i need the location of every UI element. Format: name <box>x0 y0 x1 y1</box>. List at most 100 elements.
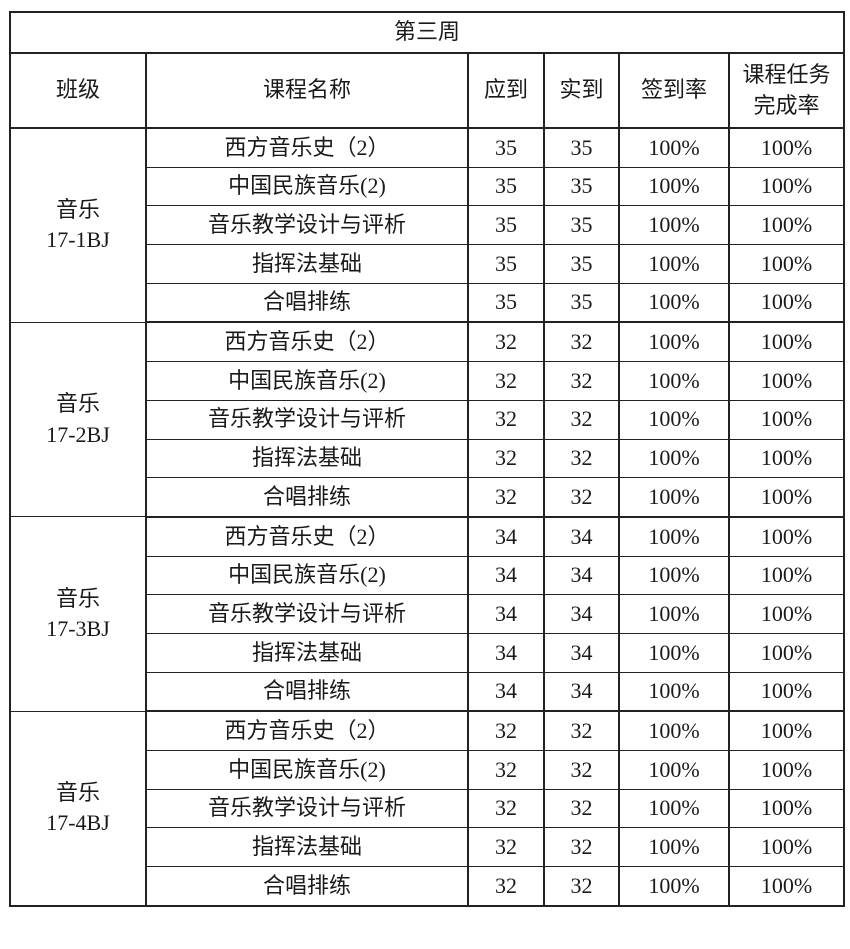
expected-cell: 35 <box>467 127 545 168</box>
task-rate-cell: 100% <box>727 671 846 713</box>
expected-cell: 32 <box>467 321 545 363</box>
task-rate-cell: 100% <box>727 516 846 557</box>
actual-cell: 34 <box>543 671 620 713</box>
signin-rate-cell: 100% <box>618 477 730 518</box>
task-rate-cell: 100% <box>727 399 846 440</box>
course-cell: 音乐教学设计与评析 <box>145 399 469 440</box>
table-title: 第三周 <box>8 11 846 54</box>
signin-rate-cell: 100% <box>618 827 730 868</box>
course-cell: 西方音乐史（2） <box>145 321 469 363</box>
task-rate-cell: 100% <box>727 205 846 246</box>
actual-cell: 34 <box>543 632 620 673</box>
course-cell: 音乐教学设计与评析 <box>145 205 469 246</box>
actual-cell: 34 <box>543 594 620 634</box>
class-cell: 音乐 17-2BJ <box>9 321 147 518</box>
actual-cell: 32 <box>543 361 620 401</box>
signin-rate-cell: 100% <box>618 594 730 634</box>
task-rate-cell: 100% <box>727 361 846 401</box>
course-cell: 指挥法基础 <box>145 632 469 673</box>
expected-cell: 34 <box>467 671 545 713</box>
header-signin-rate: 签到率 <box>618 52 730 129</box>
expected-cell: 32 <box>467 477 545 518</box>
actual-cell: 35 <box>543 127 620 168</box>
course-cell: 西方音乐史（2） <box>145 710 469 752</box>
expected-cell: 32 <box>467 710 545 752</box>
class-code: 17-3BJ <box>46 616 110 642</box>
task-rate-cell: 100% <box>727 282 846 324</box>
actual-cell: 32 <box>543 788 620 829</box>
class-code: 17-4BJ <box>46 810 110 836</box>
class-cell: 音乐 17-4BJ <box>9 710 147 907</box>
table-row: 音乐 17-2BJ 西方音乐史（2） 32 32 100% 100% <box>9 321 846 518</box>
actual-cell: 34 <box>543 555 620 596</box>
task-rate-cell: 100% <box>727 827 846 868</box>
course-cell: 中国民族音乐(2) <box>145 166 469 207</box>
class-cell: 音乐 17-1BJ <box>9 127 147 323</box>
table-title-row: 第三周 <box>8 11 846 54</box>
signin-rate-cell: 100% <box>618 671 730 713</box>
table-row: 音乐教学设计与评析 35 35 100% 100% <box>10 205 846 246</box>
class-cell: 音乐 17-3BJ <box>9 516 147 712</box>
table-row: 中国民族音乐(2) 35 35 100% 100% <box>10 166 846 207</box>
task-rate-cell: 100% <box>727 788 846 829</box>
table-row: 合唱排练 32 32 100% 100% <box>10 477 846 518</box>
header-task-rate-line2: 完成率 <box>753 92 820 118</box>
course-cell: 西方音乐史（2） <box>145 516 469 557</box>
table-row: 指挥法基础 35 35 100% 100% <box>10 244 846 284</box>
expected-cell: 35 <box>467 244 545 284</box>
signin-rate-cell: 100% <box>618 321 730 363</box>
table-row: 音乐 17-4BJ 西方音乐史（2） 32 32 100% 100% <box>9 710 846 907</box>
course-cell: 指挥法基础 <box>145 827 469 868</box>
expected-cell: 32 <box>467 750 545 790</box>
course-cell: 音乐教学设计与评析 <box>145 788 469 829</box>
expected-cell: 32 <box>467 361 545 401</box>
actual-cell: 35 <box>543 282 620 324</box>
signin-rate-cell: 100% <box>618 166 730 207</box>
class-name: 音乐 <box>55 197 100 223</box>
actual-cell: 32 <box>543 710 620 752</box>
course-cell: 合唱排练 <box>145 866 469 907</box>
expected-cell: 34 <box>467 632 545 673</box>
task-rate-cell: 100% <box>727 166 846 207</box>
header-task-rate-line1: 课程任务 <box>742 62 831 88</box>
table-row: 音乐教学设计与评析 34 34 100% 100% <box>10 594 846 634</box>
actual-cell: 32 <box>543 750 620 790</box>
expected-cell: 32 <box>467 866 545 907</box>
course-cell: 音乐教学设计与评析 <box>145 594 469 634</box>
expected-cell: 32 <box>467 399 545 440</box>
table-row: 音乐 17-3BJ 西方音乐史（2） 34 34 100% 100% <box>9 516 846 712</box>
header-expected: 应到 <box>467 52 545 129</box>
signin-rate-cell: 100% <box>618 205 730 246</box>
task-rate-cell: 100% <box>727 710 846 752</box>
actual-cell: 35 <box>543 166 620 207</box>
task-rate-cell: 100% <box>727 477 846 518</box>
actual-cell: 32 <box>543 866 620 907</box>
signin-rate-cell: 100% <box>618 710 730 752</box>
signin-rate-cell: 100% <box>618 632 730 673</box>
signin-rate-cell: 100% <box>618 516 730 557</box>
actual-cell: 32 <box>543 438 620 479</box>
class-code: 17-1BJ <box>46 227 110 253</box>
signin-rate-cell: 100% <box>618 399 730 440</box>
task-rate-cell: 100% <box>727 750 846 790</box>
expected-cell: 34 <box>467 516 545 557</box>
expected-cell: 35 <box>467 205 545 246</box>
expected-cell: 32 <box>467 438 545 479</box>
signin-rate-cell: 100% <box>618 127 730 168</box>
table-row: 中国民族音乐(2) 32 32 100% 100% <box>10 361 846 401</box>
header-task-rate: 课程任务 完成率 <box>727 52 846 129</box>
task-rate-cell: 100% <box>727 632 846 673</box>
course-cell: 中国民族音乐(2) <box>145 750 469 790</box>
actual-cell: 32 <box>543 321 620 363</box>
task-rate-cell: 100% <box>727 127 846 168</box>
signin-rate-cell: 100% <box>618 282 730 324</box>
expected-cell: 35 <box>467 166 545 207</box>
class-name: 音乐 <box>55 391 100 417</box>
actual-cell: 34 <box>543 516 620 557</box>
table-row: 中国民族音乐(2) 32 32 100% 100% <box>10 750 846 790</box>
header-course: 课程名称 <box>145 52 469 129</box>
actual-cell: 35 <box>543 244 620 284</box>
actual-cell: 32 <box>543 477 620 518</box>
course-cell: 合唱排练 <box>145 282 469 324</box>
header-actual: 实到 <box>543 52 620 129</box>
